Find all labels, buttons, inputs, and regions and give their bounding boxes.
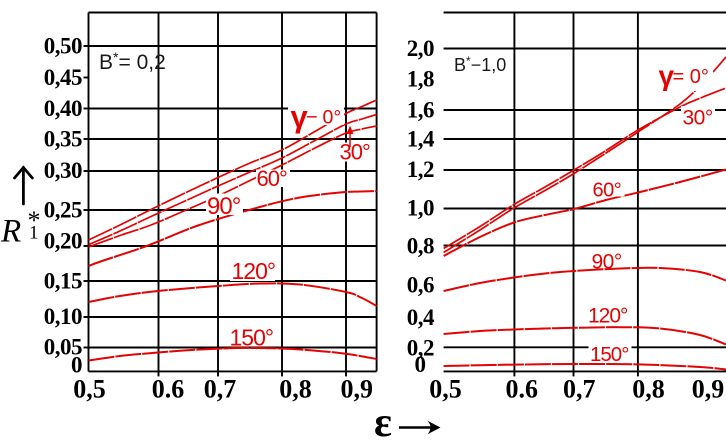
svg-text:0,45: 0,45 — [44, 65, 82, 90]
svg-text:B*= 0,2: B*= 0,2 — [99, 49, 166, 74]
svg-text:150°: 150° — [230, 325, 274, 351]
svg-text:1,4: 1,4 — [407, 127, 435, 152]
svg-text:γ: γ — [291, 99, 309, 134]
svg-text:0,50: 0,50 — [44, 34, 82, 59]
svg-text:0,35: 0,35 — [44, 127, 82, 152]
svg-text:0,2: 0,2 — [407, 336, 434, 361]
svg-text:1,8: 1,8 — [407, 67, 434, 92]
svg-text:*: * — [28, 206, 41, 235]
svg-text:0,40: 0,40 — [44, 96, 82, 121]
svg-text:1: 1 — [29, 223, 39, 244]
svg-text:1,0: 1,0 — [407, 196, 434, 221]
svg-text:0.6: 0.6 — [505, 375, 538, 404]
svg-text:0,15: 0,15 — [44, 269, 82, 294]
svg-text:0,7: 0,7 — [563, 375, 596, 404]
svg-text:0°: 0° — [323, 107, 342, 129]
svg-text:0.6: 0.6 — [152, 375, 185, 404]
svg-text:= 0°: = 0° — [673, 66, 709, 88]
svg-text:0,20: 0,20 — [44, 229, 82, 254]
svg-text:ε: ε — [374, 400, 392, 446]
svg-text:0,25: 0,25 — [44, 198, 82, 223]
svg-text:1,6: 1,6 — [407, 98, 434, 123]
svg-text:0,5: 0,5 — [429, 375, 462, 404]
svg-text:0,8: 0,8 — [632, 375, 665, 404]
svg-text:0,4: 0,4 — [407, 305, 435, 330]
svg-text:1,2: 1,2 — [407, 157, 434, 182]
svg-text:60°: 60° — [593, 180, 622, 202]
svg-text:0,05: 0,05 — [44, 335, 82, 360]
svg-text:0,8: 0,8 — [407, 234, 434, 259]
svg-text:−: − — [306, 107, 318, 129]
svg-text:60°: 60° — [257, 166, 287, 191]
svg-text:120°: 120° — [232, 258, 276, 284]
svg-text:30°: 30° — [340, 140, 370, 165]
svg-text:30°: 30° — [683, 107, 713, 130]
svg-text:0: 0 — [71, 353, 82, 378]
svg-text:0,9: 0,9 — [341, 375, 374, 404]
svg-text:0,8: 0,8 — [279, 375, 312, 404]
svg-text:0,30: 0,30 — [44, 158, 82, 183]
svg-text:120°: 120° — [588, 305, 628, 328]
svg-text:B*−1,0: B*−1,0 — [454, 54, 506, 75]
svg-text:0,10: 0,10 — [44, 304, 82, 329]
svg-text:2,0: 2,0 — [407, 36, 434, 61]
svg-text:150°: 150° — [590, 343, 628, 366]
svg-text:R: R — [0, 214, 21, 250]
svg-text:γ: γ — [659, 60, 675, 91]
svg-text:0,7: 0,7 — [204, 375, 237, 404]
svg-text:0: 0 — [415, 352, 426, 377]
svg-text:90°: 90° — [592, 251, 622, 274]
svg-text:90°: 90° — [207, 193, 241, 220]
svg-text:0,5: 0,5 — [73, 375, 106, 404]
svg-text:0,9: 0,9 — [692, 375, 725, 404]
svg-text:0,6: 0,6 — [407, 273, 434, 298]
